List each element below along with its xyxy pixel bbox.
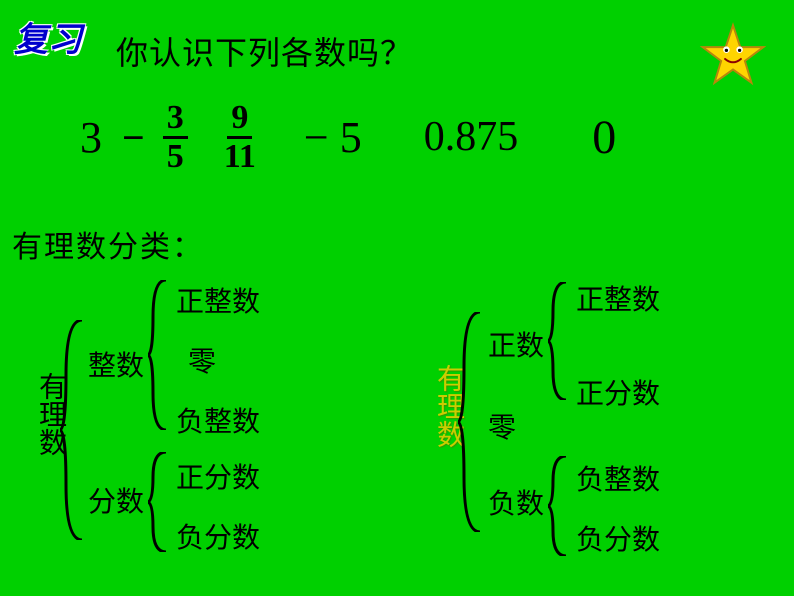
brace-icon — [148, 280, 168, 430]
brace-icon — [60, 320, 84, 540]
number-neg5: − 5 — [304, 112, 362, 163]
review-label: 复习 — [14, 12, 82, 61]
number-0875: 0.875 — [424, 113, 519, 161]
fraction-neg-3-5: − 3 5 — [122, 100, 204, 174]
numbers-row: 3 − 3 5 9 11 − 5 0.875 0 — [70, 100, 636, 174]
tree2-neg-int: 负整数 — [576, 458, 660, 498]
tree2-negative: 负数 — [488, 482, 544, 522]
tree2-neg-frac: 负分数 — [576, 518, 660, 558]
tree1-pos-frac: 正分数 — [176, 456, 260, 496]
question-text: 你认识下列各数吗？ — [116, 28, 413, 74]
brace-icon — [548, 456, 568, 556]
tree1-neg-frac: 负分数 — [176, 516, 260, 556]
number-3: 3 — [80, 112, 102, 163]
frac1-numerator: 3 — [163, 100, 188, 139]
tree1-zero: 零 — [188, 340, 216, 380]
tree2-positive: 正数 — [488, 324, 544, 364]
tree1-fraction: 分数 — [88, 480, 144, 520]
classification-trees: 有理数 整数 分数 正整数 零 负整数 正分数 负分数 有理数 正数 零 负数 — [30, 280, 770, 580]
tree2-pos-frac: 正分数 — [576, 372, 660, 412]
tree2-zero: 零 — [488, 406, 516, 446]
brace-icon — [458, 312, 482, 532]
tree1-pos-int: 正整数 — [176, 280, 260, 320]
brace-icon — [148, 452, 168, 552]
frac2-denominator: 11 — [220, 139, 260, 175]
frac2-numerator: 9 — [227, 100, 252, 139]
number-0: 0 — [592, 110, 616, 165]
tree2-pos-int: 正整数 — [576, 278, 660, 318]
brace-icon — [548, 282, 568, 400]
classification-title: 有理数分类： — [12, 222, 204, 266]
fraction-9-11: 9 11 — [204, 100, 276, 174]
minus-sign: − — [122, 114, 145, 161]
frac1-denominator: 5 — [163, 139, 188, 175]
star-icon — [700, 22, 766, 88]
tree1-integer: 整数 — [88, 344, 144, 384]
tree1-neg-int: 负整数 — [176, 400, 260, 440]
